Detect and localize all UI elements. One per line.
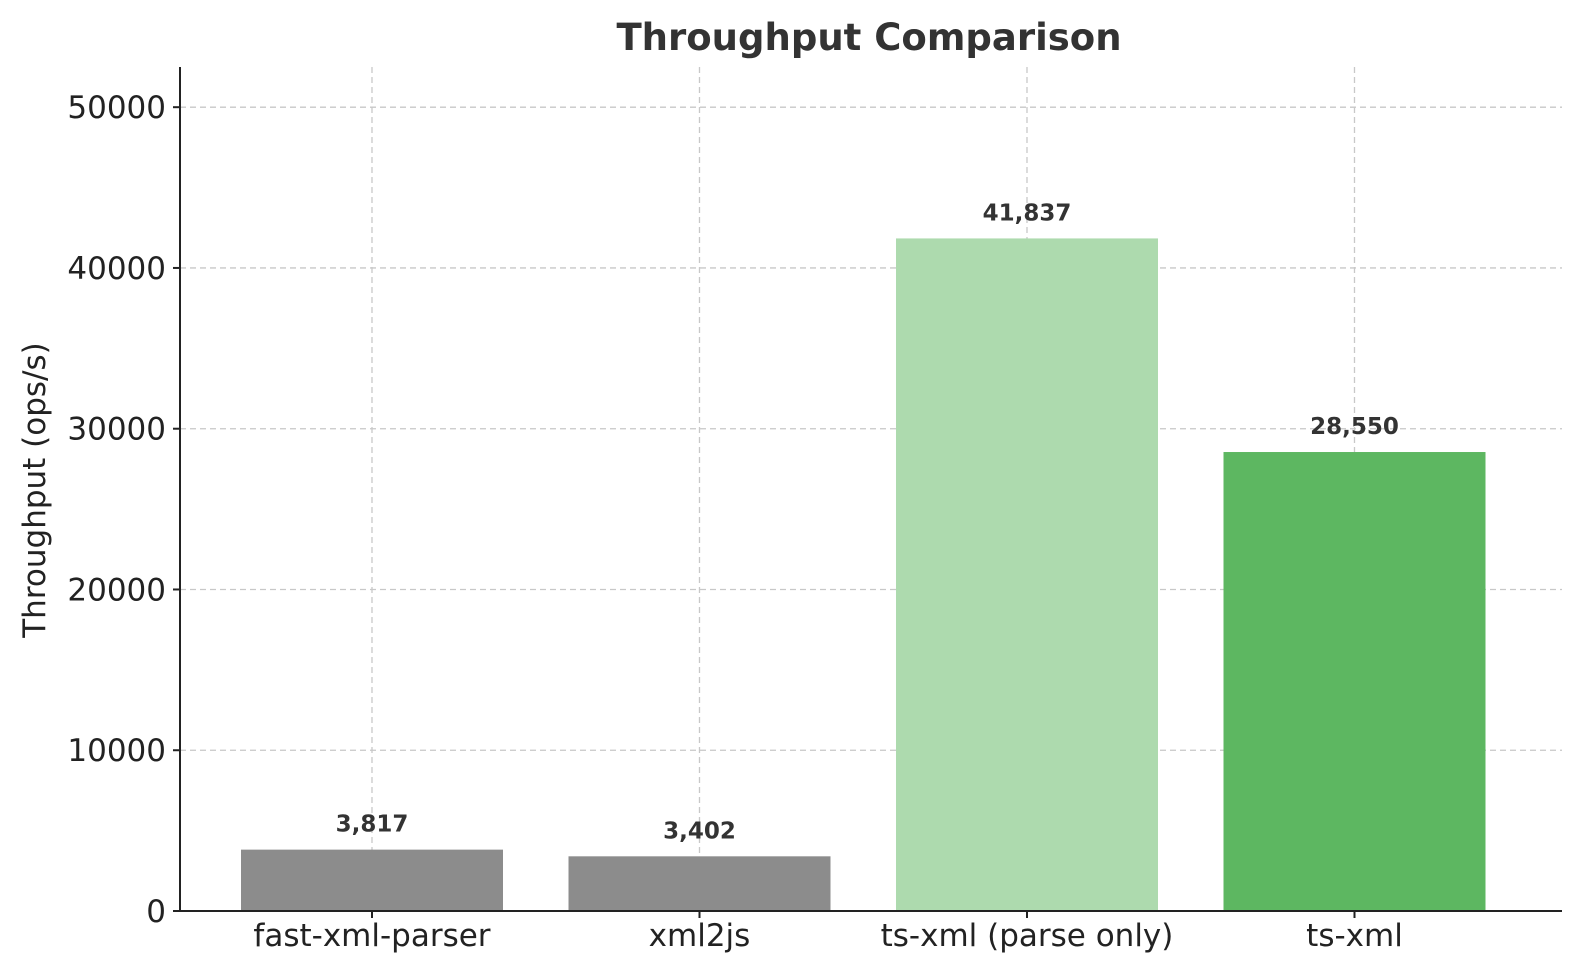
y-tick-label: 0 <box>146 894 166 930</box>
data-label: 3,817 <box>336 812 409 838</box>
bar-ts-xml-parse-only- <box>896 238 1158 912</box>
x-tick-label: fast-xml-parser <box>253 918 490 954</box>
y-tick-label: 30000 <box>67 412 166 448</box>
x-tick-label: ts-xml (parse only) <box>881 918 1174 954</box>
y-ticks: 0 10000 20000 30000 40000 50000 <box>67 90 180 930</box>
bars <box>241 238 1486 912</box>
data-label: 41,837 <box>983 200 1072 226</box>
y-tick-label: 10000 <box>67 733 166 769</box>
y-tick-label: 50000 <box>67 90 166 126</box>
data-label: 28,550 <box>1310 414 1399 440</box>
y-tick-label: 40000 <box>67 251 166 287</box>
bar-fast-xml-parser <box>241 849 503 911</box>
x-ticks: fast-xml-parser xml2js ts-xml (parse only)… <box>253 911 1403 954</box>
bar-ts-xml <box>1223 452 1486 911</box>
data-label: 3,402 <box>663 818 736 844</box>
x-tick-label: ts-xml <box>1306 918 1403 954</box>
chart-title: Throughput Comparison <box>616 16 1121 59</box>
bar-xml2js <box>568 856 831 911</box>
data-labels: 3,817 3,402 41,837 28,550 <box>336 200 1399 844</box>
axes <box>179 67 1562 912</box>
y-tick-label: 20000 <box>67 572 166 608</box>
x-tick-label: xml2js <box>649 918 751 954</box>
y-axis-label: Throughput (ops/s) <box>17 342 53 639</box>
